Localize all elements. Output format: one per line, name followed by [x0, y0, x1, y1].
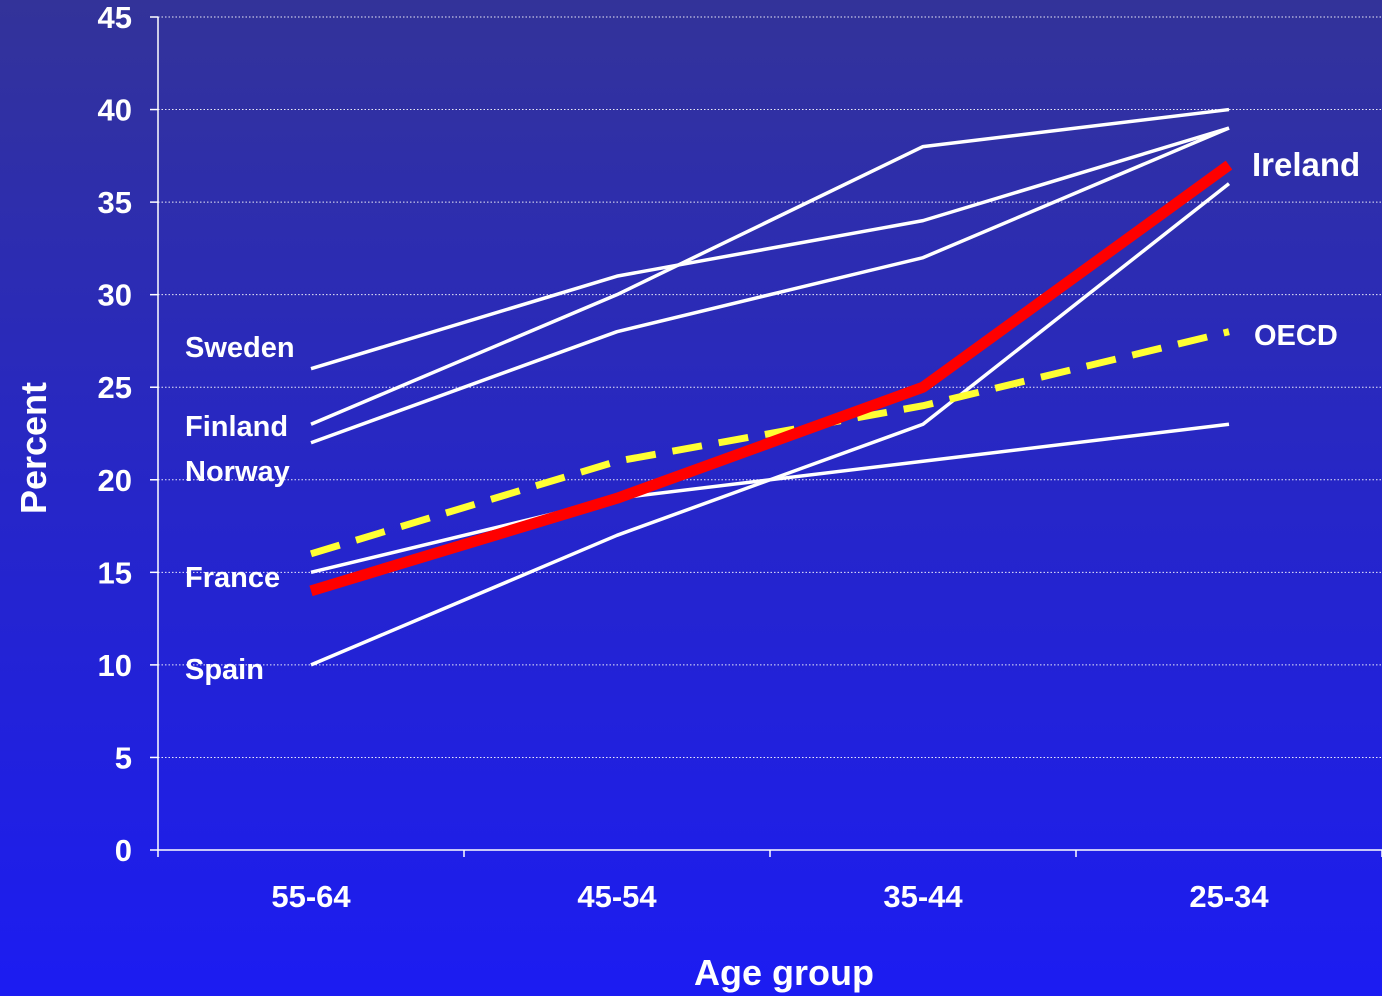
series-line-ireland: [309, 160, 1233, 597]
y-axis-title: Percent: [13, 382, 54, 514]
series-line-sweden: [310, 126, 1230, 371]
x-axis-title: Age group: [694, 952, 874, 993]
series-label-oecd: OECD: [1254, 320, 1338, 352]
y-tick-label-25: 25: [98, 370, 132, 405]
x-tick-label-25-34: 25-34: [1189, 879, 1269, 914]
x-tick-label-55-64: 55-64: [271, 879, 351, 914]
series-lines: [309, 107, 1233, 667]
y-tick-label-15: 15: [98, 555, 132, 590]
series-line-finland: [310, 107, 1230, 426]
y-tick-label-45: 45: [98, 0, 132, 35]
series-line-norway: [310, 126, 1230, 445]
y-tick-label-10: 10: [98, 648, 132, 683]
y-tick-label-40: 40: [98, 93, 132, 128]
y-tick-label-0: 0: [115, 833, 132, 868]
y-tick-label-30: 30: [98, 278, 132, 313]
x-tick-label-35-44: 35-44: [883, 879, 963, 914]
series-line-spain: [310, 182, 1231, 667]
y-tick-label-20: 20: [98, 463, 132, 498]
x-tick-label-45-54: 45-54: [577, 879, 657, 914]
grid-lines: [158, 16, 1382, 758]
y-tick-label-35: 35: [98, 185, 132, 220]
series-line-oecd: [309, 328, 1230, 558]
series-label-ireland: Ireland: [1252, 146, 1360, 183]
series-label-france: France: [185, 562, 280, 594]
y-tick-label-5: 5: [115, 740, 132, 775]
series-label-finland: Finland: [185, 411, 288, 443]
series-label-norway: Norway: [185, 456, 290, 488]
series-label-spain: Spain: [185, 654, 264, 686]
labels: Age group Percent 0 5 10 15 20 25 30 35 40 45 55-6…: [13, 0, 1360, 993]
axes: [150, 16, 1382, 857]
series-label-sweden: Sweden: [185, 332, 295, 364]
